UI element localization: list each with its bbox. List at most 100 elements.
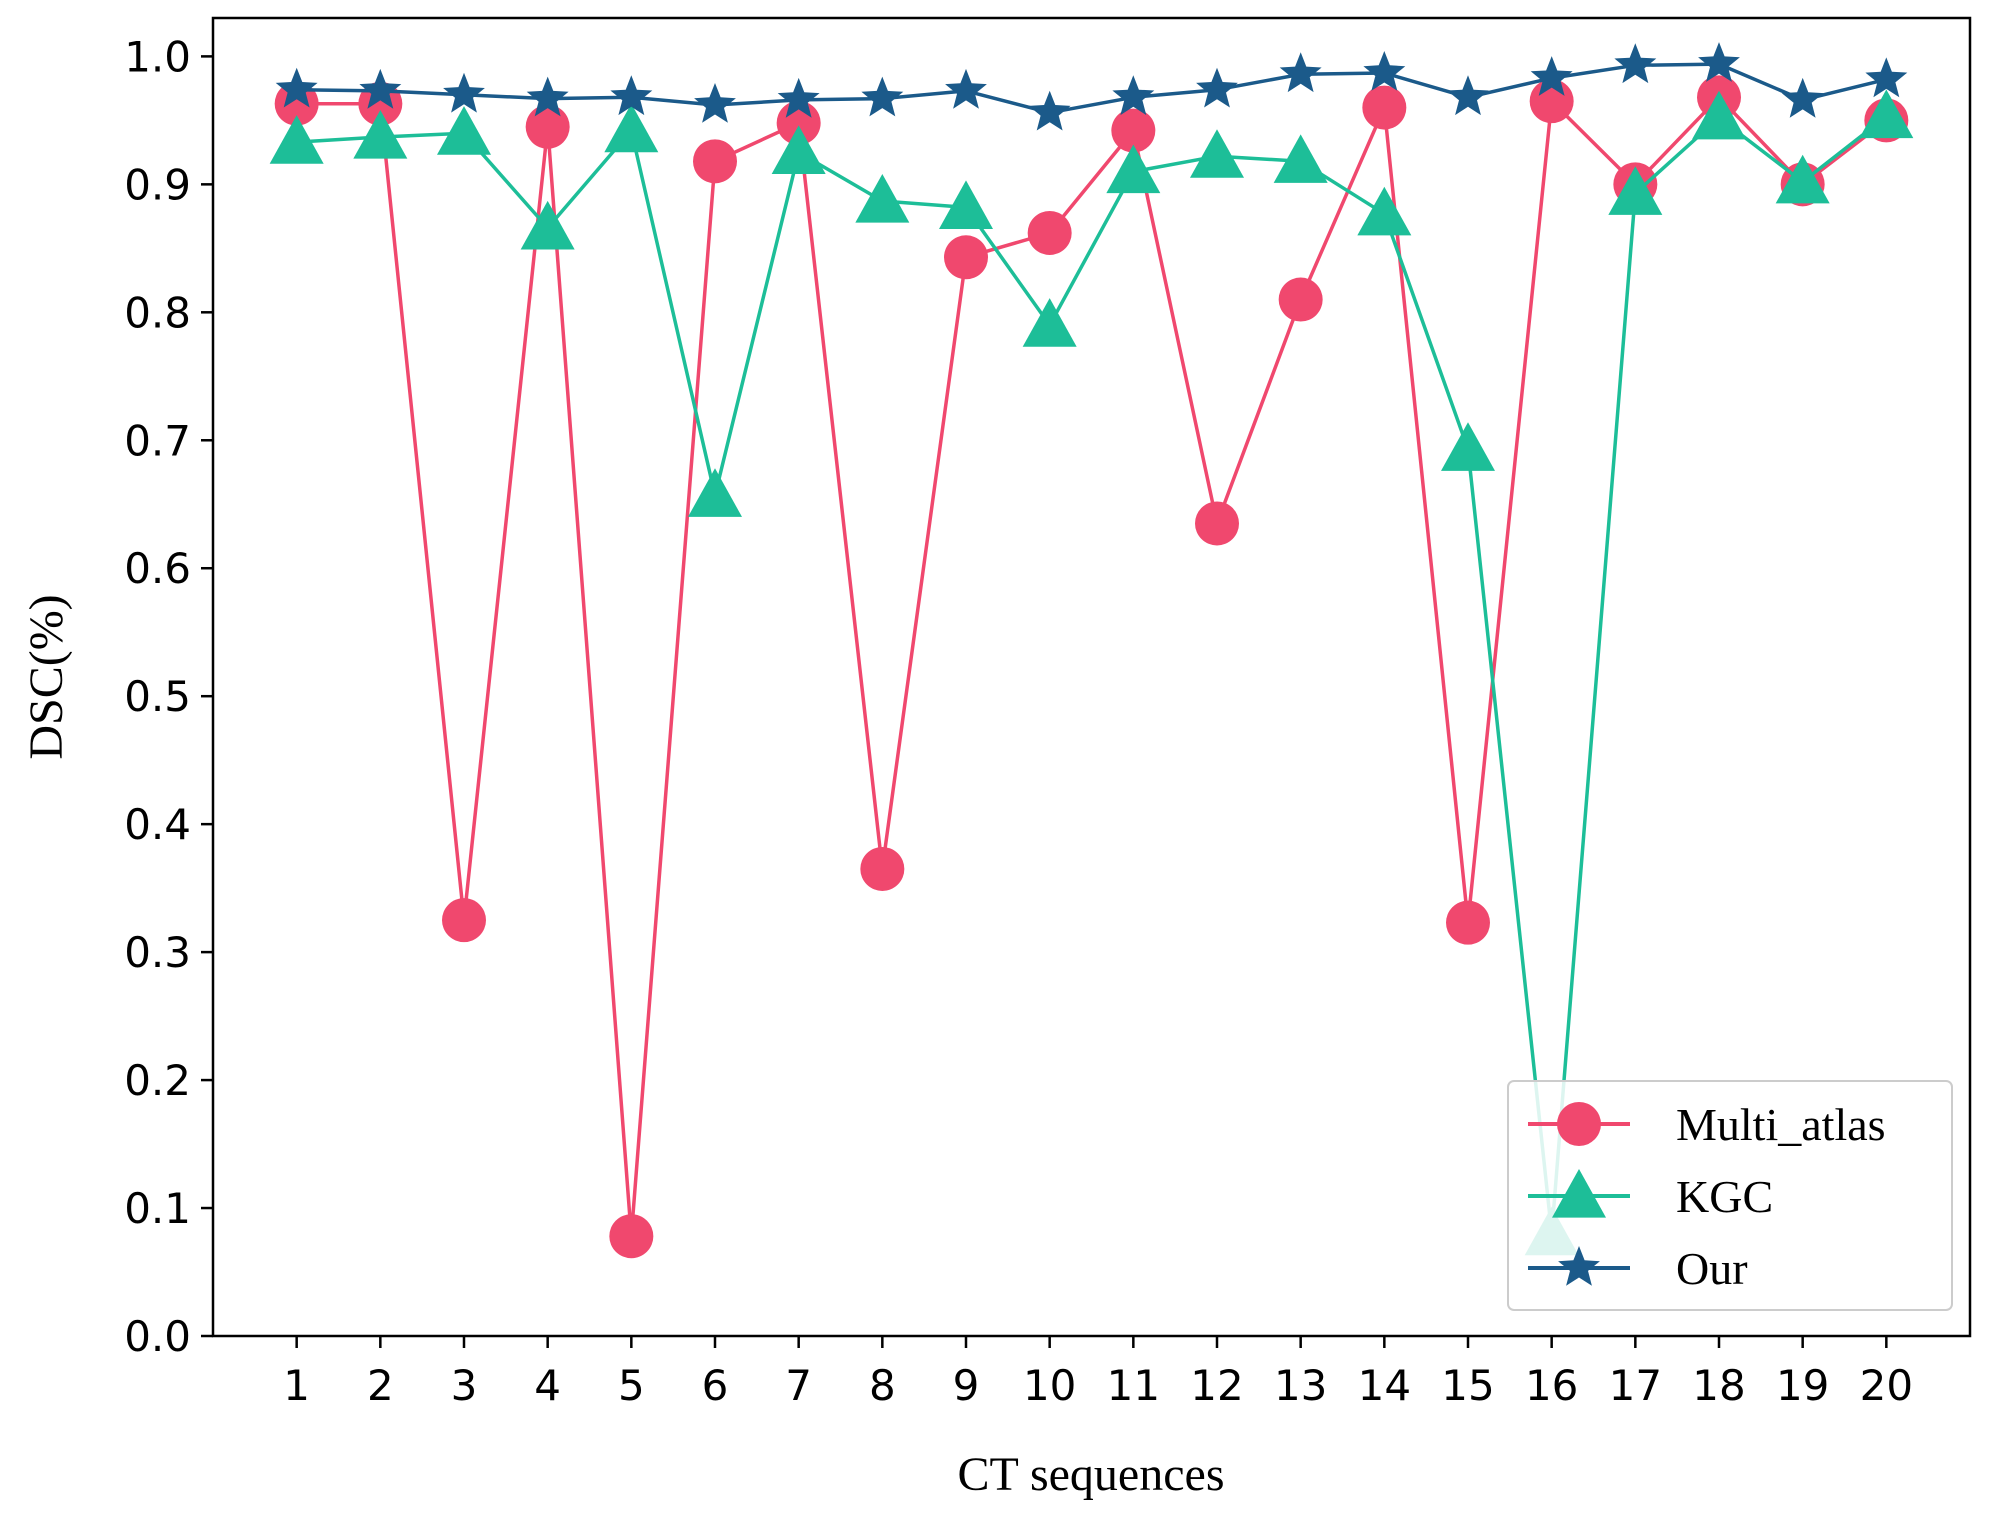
x-tick-label: 1 bbox=[283, 1361, 310, 1410]
y-tick-label: 0.8 bbox=[124, 288, 191, 337]
y-tick-label: 0.4 bbox=[124, 800, 191, 849]
y-tick-label: 0.1 bbox=[124, 1184, 191, 1233]
y-axis: 0.0 0.1 0.2 0.3 0.4 0.5 0.6 0.7 0.8 0.9 1.0 bbox=[124, 32, 213, 1361]
data-point bbox=[274, 81, 319, 126]
x-tick-label: 6 bbox=[702, 1361, 729, 1410]
data-point bbox=[1357, 186, 1412, 236]
y-tick-label: 0.0 bbox=[124, 1312, 191, 1361]
series-layer bbox=[269, 42, 1914, 1259]
x-axis-label: CT sequences bbox=[957, 1448, 1224, 1501]
data-point bbox=[1362, 85, 1407, 130]
y-tick-label: 0.2 bbox=[124, 1056, 191, 1105]
x-tick-label: 3 bbox=[451, 1361, 478, 1410]
x-axis: 1 2 3 4 5 6 7 8 9 10 11 12 13 14 15 16 17 18 19 20 bbox=[283, 1336, 1913, 1410]
data-point bbox=[688, 468, 742, 517]
data-point bbox=[269, 115, 324, 164]
y-axis-label: DSC(%) bbox=[20, 594, 73, 759]
series-our bbox=[275, 42, 1908, 131]
data-point bbox=[610, 75, 653, 116]
y-tick-label: 1.0 bbox=[124, 32, 191, 81]
data-point bbox=[945, 68, 987, 109]
x-tick-label: 18 bbox=[1692, 1361, 1745, 1410]
legend-label: Multi_atlas bbox=[1676, 1099, 1886, 1150]
data-point bbox=[275, 67, 318, 108]
x-tick-label: 2 bbox=[367, 1361, 394, 1410]
data-point bbox=[353, 110, 408, 159]
x-tick-label: 15 bbox=[1441, 1361, 1494, 1410]
data-point bbox=[1692, 90, 1746, 140]
data-point bbox=[1027, 210, 1072, 255]
data-point bbox=[359, 68, 402, 109]
series-kgc bbox=[269, 89, 1914, 1256]
data-point bbox=[442, 898, 486, 943]
x-tick-label: 5 bbox=[618, 1361, 645, 1410]
data-point bbox=[1865, 57, 1908, 98]
data-point bbox=[771, 125, 826, 174]
data-point bbox=[855, 173, 910, 223]
data-point bbox=[693, 139, 737, 184]
data-point bbox=[1775, 154, 1830, 204]
legend-box bbox=[1507, 1080, 1953, 1311]
legend-marker bbox=[1557, 1102, 1601, 1146]
x-tick-label: 8 bbox=[869, 1361, 896, 1410]
data-point bbox=[443, 72, 485, 113]
data-point bbox=[1698, 42, 1740, 82]
x-tick-label: 19 bbox=[1776, 1361, 1829, 1410]
data-point bbox=[1446, 900, 1490, 945]
data-point bbox=[1781, 77, 1824, 118]
data-point bbox=[1530, 56, 1573, 96]
y-tick-label: 0.5 bbox=[124, 672, 191, 721]
x-tick-label: 10 bbox=[1023, 1361, 1076, 1410]
data-point bbox=[1106, 144, 1161, 194]
x-tick-label: 7 bbox=[785, 1361, 812, 1410]
legend-marker bbox=[1558, 1246, 1600, 1286]
x-tick-label: 20 bbox=[1860, 1361, 1913, 1410]
legend: Multi_atlas KGC Our bbox=[1507, 1080, 1953, 1311]
data-point bbox=[694, 83, 736, 123]
data-point bbox=[1190, 129, 1244, 178]
data-point bbox=[777, 77, 820, 118]
data-point bbox=[609, 1214, 654, 1259]
data-point bbox=[437, 106, 491, 155]
data-point bbox=[1111, 108, 1156, 153]
data-point bbox=[1022, 298, 1077, 347]
x-tick-label: 13 bbox=[1274, 1361, 1327, 1410]
data-point bbox=[944, 235, 988, 280]
data-point bbox=[1363, 51, 1406, 91]
x-tick-label: 14 bbox=[1358, 1361, 1411, 1410]
data-point bbox=[1614, 43, 1657, 84]
data-point bbox=[861, 76, 904, 117]
y-tick-label: 0.6 bbox=[124, 544, 191, 593]
y-tick-label: 0.3 bbox=[124, 928, 191, 977]
x-tick-label: 17 bbox=[1609, 1361, 1662, 1410]
x-tick-label: 9 bbox=[953, 1361, 980, 1410]
x-tick-label: 12 bbox=[1190, 1361, 1243, 1410]
data-point bbox=[1278, 277, 1323, 322]
y-tick-label: 0.7 bbox=[124, 416, 191, 465]
data-point bbox=[860, 846, 905, 891]
data-point bbox=[520, 200, 575, 250]
data-point bbox=[1859, 89, 1914, 139]
data-point bbox=[526, 76, 569, 117]
legend-label: KGC bbox=[1676, 1171, 1773, 1222]
series-line bbox=[296, 62, 1887, 115]
legend-label: Our bbox=[1676, 1243, 1748, 1294]
data-point bbox=[1028, 90, 1071, 131]
data-point bbox=[1195, 501, 1239, 546]
data-point bbox=[1279, 52, 1322, 93]
data-point bbox=[604, 103, 659, 153]
x-tick-label: 4 bbox=[534, 1361, 561, 1410]
data-point bbox=[1447, 75, 1489, 116]
data-point bbox=[1441, 422, 1495, 471]
y-tick-label: 0.9 bbox=[124, 160, 191, 209]
data-point bbox=[1112, 75, 1155, 116]
data-point bbox=[1196, 67, 1238, 108]
data-point bbox=[525, 104, 570, 149]
legend-marker bbox=[1552, 1169, 1606, 1218]
x-tick-label: 11 bbox=[1107, 1361, 1160, 1410]
x-tick-label: 16 bbox=[1525, 1361, 1578, 1410]
data-point bbox=[1273, 134, 1328, 183]
series-line bbox=[296, 115, 1888, 1236]
data-point bbox=[939, 180, 993, 229]
